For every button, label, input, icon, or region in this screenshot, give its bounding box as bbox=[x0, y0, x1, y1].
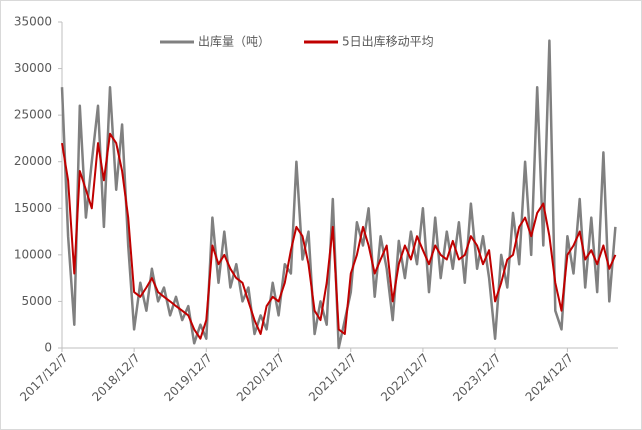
series-line bbox=[60, 39, 617, 350]
series-line bbox=[61, 132, 617, 340]
legend-label: 5日出库移动平均 bbox=[342, 34, 434, 49]
y-tick-label: 5000 bbox=[21, 294, 52, 308]
y-tick-label: 0 bbox=[44, 341, 52, 355]
y-tick-label: 20000 bbox=[14, 154, 52, 168]
y-tick-label: 35000 bbox=[14, 15, 52, 29]
y-tick-label: 15000 bbox=[14, 201, 52, 215]
y-tick-label: 30000 bbox=[14, 61, 52, 75]
legend-label: 出库量（吨） bbox=[198, 34, 270, 49]
y-tick-label: 25000 bbox=[14, 108, 52, 122]
y-tick-label: 10000 bbox=[14, 247, 52, 261]
